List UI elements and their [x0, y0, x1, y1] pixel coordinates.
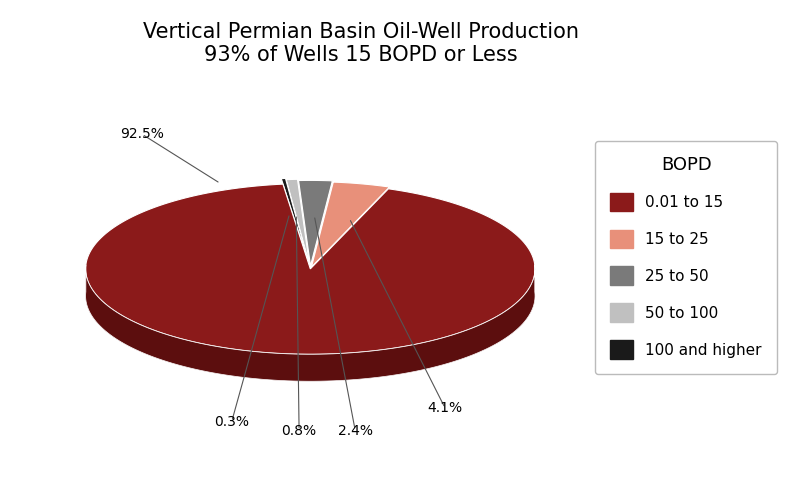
Polygon shape	[86, 184, 535, 355]
Text: 2.4%: 2.4%	[338, 424, 373, 437]
Title: Vertical Permian Basin Oil-Well Production
93% of Wells 15 BOPD or Less: Vertical Permian Basin Oil-Well Producti…	[143, 22, 579, 65]
Text: 0.8%: 0.8%	[282, 424, 317, 437]
Text: 4.1%: 4.1%	[427, 401, 462, 415]
Polygon shape	[286, 179, 310, 265]
Polygon shape	[311, 182, 390, 267]
Polygon shape	[282, 178, 309, 263]
Polygon shape	[86, 265, 535, 381]
Polygon shape	[298, 180, 332, 266]
Text: 92.5%: 92.5%	[120, 127, 164, 141]
Text: 0.3%: 0.3%	[214, 415, 249, 429]
Polygon shape	[86, 265, 535, 381]
Legend: 0.01 to 15, 15 to 25, 25 to 50, 50 to 100, 100 and higher: 0.01 to 15, 15 to 25, 25 to 50, 50 to 10…	[595, 141, 778, 374]
